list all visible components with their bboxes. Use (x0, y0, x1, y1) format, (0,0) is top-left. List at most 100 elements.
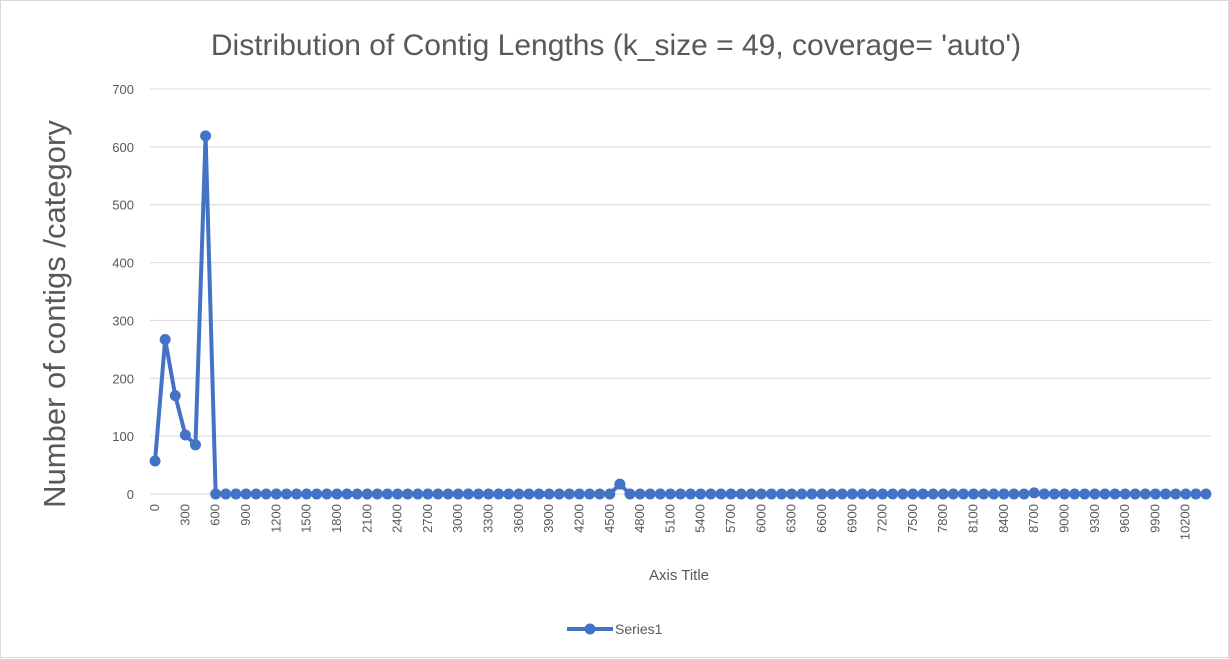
data-point[interactable] (250, 488, 262, 500)
data-point[interactable] (210, 488, 222, 500)
data-point[interactable] (917, 488, 929, 500)
data-point[interactable] (179, 429, 191, 441)
data-point[interactable] (483, 488, 495, 500)
data-point[interactable] (584, 488, 596, 500)
data-point[interactable] (513, 488, 525, 500)
data-point[interactable] (695, 488, 707, 500)
data-point[interactable] (786, 488, 798, 500)
data-point[interactable] (705, 488, 717, 500)
legend[interactable]: Series1 (567, 621, 663, 637)
data-point[interactable] (442, 488, 454, 500)
data-point[interactable] (270, 488, 282, 500)
data-point[interactable] (907, 488, 919, 500)
data-point[interactable] (978, 488, 990, 500)
data-point[interactable] (361, 488, 373, 500)
data-point[interactable] (1119, 488, 1131, 500)
data-point[interactable] (432, 488, 444, 500)
data-point[interactable] (998, 488, 1010, 500)
data-point[interactable] (816, 488, 828, 500)
data-point[interactable] (765, 488, 777, 500)
data-point[interactable] (927, 488, 939, 500)
data-point[interactable] (725, 488, 737, 500)
data-point[interactable] (291, 488, 303, 500)
data-point[interactable] (452, 488, 464, 500)
data-point[interactable] (1190, 488, 1202, 500)
data-point[interactable] (200, 130, 212, 142)
data-point[interactable] (1170, 488, 1182, 500)
data-point[interactable] (159, 334, 171, 346)
data-point[interactable] (1058, 488, 1070, 500)
data-point[interactable] (331, 488, 343, 500)
data-point[interactable] (553, 488, 565, 500)
data-point[interactable] (806, 488, 818, 500)
data-point[interactable] (321, 488, 333, 500)
data-point[interactable] (1069, 488, 1081, 500)
data-point[interactable] (543, 488, 555, 500)
data-point[interactable] (280, 488, 292, 500)
data-point[interactable] (735, 488, 747, 500)
data-point[interactable] (462, 488, 474, 500)
data-point[interactable] (664, 488, 676, 500)
data-point[interactable] (341, 488, 353, 500)
data-point[interactable] (1109, 488, 1121, 500)
data-point[interactable] (149, 455, 161, 467)
data-point[interactable] (937, 488, 949, 500)
data-point[interactable] (856, 488, 868, 500)
data-point[interactable] (957, 488, 969, 500)
data-point[interactable] (887, 488, 899, 500)
data-point[interactable] (1139, 488, 1151, 500)
data-point[interactable] (260, 488, 272, 500)
data-point[interactable] (1008, 488, 1020, 500)
data-point[interactable] (634, 488, 646, 500)
data-point[interactable] (836, 488, 848, 500)
data-point[interactable] (371, 488, 383, 500)
data-point[interactable] (523, 488, 535, 500)
data-point[interactable] (533, 488, 545, 500)
data-point[interactable] (988, 488, 1000, 500)
data-point[interactable] (1028, 487, 1040, 499)
data-point[interactable] (897, 488, 909, 500)
data-point[interactable] (169, 390, 181, 402)
data-point[interactable] (311, 488, 323, 500)
data-point[interactable] (1160, 488, 1172, 500)
data-point[interactable] (1079, 488, 1091, 500)
data-point[interactable] (503, 488, 515, 500)
data-point[interactable] (685, 488, 697, 500)
data-point[interactable] (614, 478, 626, 490)
data-point[interactable] (654, 488, 666, 500)
data-point[interactable] (624, 488, 636, 500)
data-point[interactable] (573, 488, 585, 500)
data-point[interactable] (472, 488, 484, 500)
data-point[interactable] (1149, 488, 1161, 500)
data-point[interactable] (1038, 488, 1050, 500)
data-point[interactable] (796, 488, 808, 500)
data-point[interactable] (604, 488, 616, 500)
data-point[interactable] (846, 488, 858, 500)
data-point[interactable] (230, 488, 242, 500)
data-point[interactable] (877, 488, 889, 500)
data-point[interactable] (594, 488, 606, 500)
data-point[interactable] (1129, 488, 1141, 500)
data-point[interactable] (220, 488, 232, 500)
data-point[interactable] (422, 488, 434, 500)
data-point[interactable] (644, 488, 656, 500)
data-point[interactable] (776, 488, 788, 500)
data-point[interactable] (412, 488, 424, 500)
data-point[interactable] (493, 488, 505, 500)
data-point[interactable] (1200, 488, 1212, 500)
data-point[interactable] (826, 488, 838, 500)
data-point[interactable] (189, 439, 201, 451)
data-point[interactable] (755, 488, 767, 500)
data-point[interactable] (947, 488, 959, 500)
data-point[interactable] (675, 488, 686, 500)
data-point[interactable] (968, 488, 980, 500)
data-point[interactable] (240, 488, 252, 500)
data-point[interactable] (402, 488, 414, 500)
data-point[interactable] (351, 488, 363, 500)
data-point[interactable] (1089, 488, 1101, 500)
data-point[interactable] (866, 488, 878, 500)
data-point[interactable] (745, 488, 757, 500)
data-point[interactable] (392, 488, 404, 500)
data-point[interactable] (563, 488, 575, 500)
data-point[interactable] (381, 488, 393, 500)
